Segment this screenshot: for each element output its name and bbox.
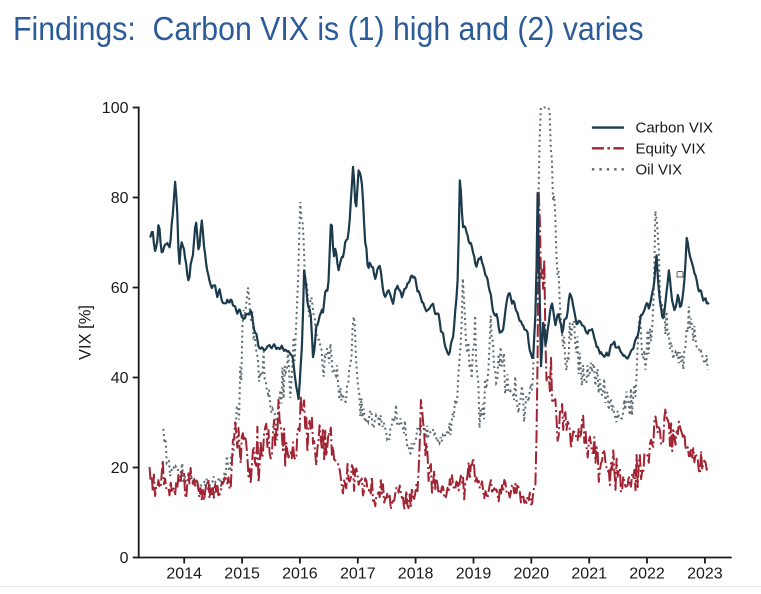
svg-text:2021: 2021 <box>571 566 607 583</box>
svg-text:0: 0 <box>120 550 129 567</box>
svg-text:Equity VIX: Equity VIX <box>636 140 706 157</box>
svg-text:2014: 2014 <box>166 566 202 583</box>
svg-text:2022: 2022 <box>629 566 665 583</box>
svg-text:100: 100 <box>102 100 129 117</box>
svg-text:Carbon VIX: Carbon VIX <box>636 120 714 137</box>
svg-text:2015: 2015 <box>224 566 260 583</box>
svg-text:80: 80 <box>111 190 129 207</box>
svg-text:2023: 2023 <box>687 566 723 583</box>
svg-text:2020: 2020 <box>514 566 550 583</box>
svg-text:2016: 2016 <box>282 566 318 583</box>
svg-text:20: 20 <box>111 460 129 477</box>
svg-text:Oil VIX: Oil VIX <box>636 161 683 178</box>
svg-text:VIX [%]: VIX [%] <box>77 305 95 360</box>
svg-text:2017: 2017 <box>340 566 376 583</box>
svg-text:60: 60 <box>111 280 129 297</box>
svg-text:40: 40 <box>111 370 129 387</box>
svg-text:2019: 2019 <box>456 566 492 583</box>
svg-text:2018: 2018 <box>398 566 434 583</box>
